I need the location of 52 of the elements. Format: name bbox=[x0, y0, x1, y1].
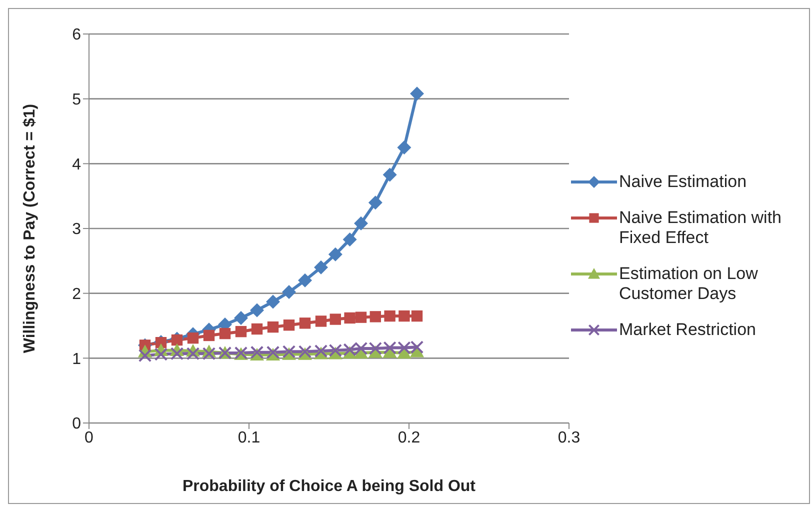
point bbox=[234, 310, 248, 325]
x-tick-label: 0.2 bbox=[398, 429, 420, 446]
point bbox=[267, 321, 279, 333]
y-tick-label: 2 bbox=[72, 286, 82, 304]
x-tick-label: 0.1 bbox=[238, 429, 260, 446]
point bbox=[330, 314, 341, 325]
point bbox=[397, 140, 412, 154]
y-tick-label: 4 bbox=[72, 156, 82, 174]
point bbox=[154, 348, 168, 361]
y-tick-label: 3 bbox=[72, 221, 82, 238]
point bbox=[235, 326, 247, 338]
point bbox=[314, 260, 328, 274]
point bbox=[398, 310, 410, 322]
point bbox=[187, 332, 199, 344]
legend-label: Estimation on Low Customer Days bbox=[619, 264, 759, 304]
point bbox=[354, 216, 368, 230]
point bbox=[251, 323, 263, 335]
point bbox=[298, 273, 312, 288]
legend-label: Naive Estimation bbox=[619, 172, 747, 192]
y-tick-label: 5 bbox=[72, 92, 82, 109]
point bbox=[328, 247, 342, 262]
y-axis-title: Willingness to Pay (Correct = $1) bbox=[22, 104, 39, 354]
point bbox=[250, 303, 264, 318]
point bbox=[355, 312, 367, 323]
point bbox=[202, 347, 216, 360]
point bbox=[266, 294, 280, 309]
legend-label: Market Restriction bbox=[619, 320, 756, 340]
point bbox=[344, 312, 356, 324]
x-tick-label: 0.3 bbox=[558, 429, 580, 446]
y-tick-label: 1 bbox=[72, 350, 82, 368]
point bbox=[219, 328, 231, 340]
point bbox=[282, 285, 296, 300]
point bbox=[138, 348, 152, 362]
point bbox=[186, 347, 200, 360]
x-tick-label: 0 bbox=[84, 429, 94, 446]
y-tick-label: 6 bbox=[72, 26, 82, 44]
point bbox=[370, 311, 381, 322]
y-tick-label: 0 bbox=[72, 416, 82, 433]
point bbox=[411, 310, 423, 322]
point bbox=[342, 232, 357, 247]
x-axis-title: Probability of Choice A being Sold Out bbox=[182, 478, 476, 495]
point bbox=[203, 330, 215, 342]
legend-label: Naive Estimation with Fixed Effect bbox=[619, 208, 783, 248]
point bbox=[315, 316, 327, 327]
point bbox=[410, 86, 424, 101]
point bbox=[171, 334, 183, 346]
point bbox=[368, 196, 382, 210]
point bbox=[299, 318, 311, 329]
point bbox=[170, 347, 184, 360]
point bbox=[283, 320, 295, 331]
point bbox=[382, 168, 397, 182]
point bbox=[384, 310, 396, 322]
